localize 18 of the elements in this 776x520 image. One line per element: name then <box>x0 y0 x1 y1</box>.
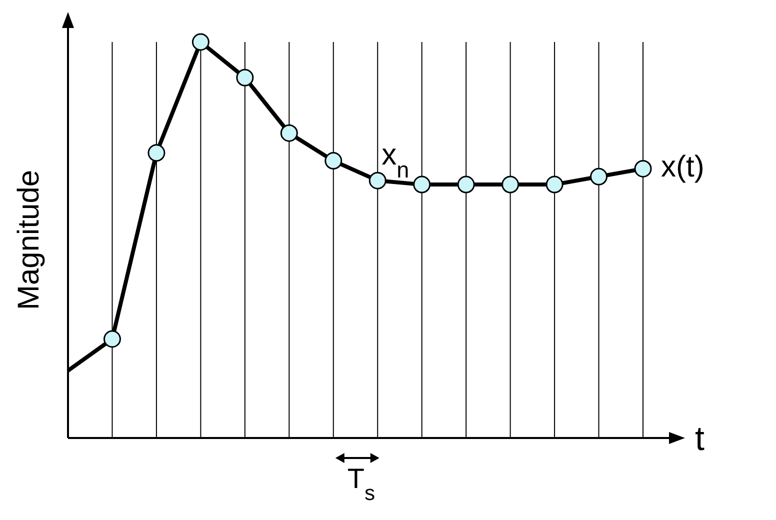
annotation: x$_{n}$ <box>382 138 410 182</box>
point <box>280 124 298 142</box>
text: T$_{s}$ <box>347 463 375 504</box>
point <box>368 172 386 190</box>
point <box>546 176 564 194</box>
y-axis-title: Magnitude <box>12 170 46 310</box>
x-axis-title: t <box>695 420 705 458</box>
point <box>502 176 520 194</box>
point <box>103 330 121 348</box>
point <box>457 176 475 194</box>
point <box>590 168 608 186</box>
point <box>413 176 431 194</box>
point <box>324 152 342 170</box>
series-label: x(t) <box>661 150 704 184</box>
point <box>148 144 166 162</box>
point <box>236 68 254 86</box>
point <box>192 33 210 51</box>
point <box>634 160 652 178</box>
